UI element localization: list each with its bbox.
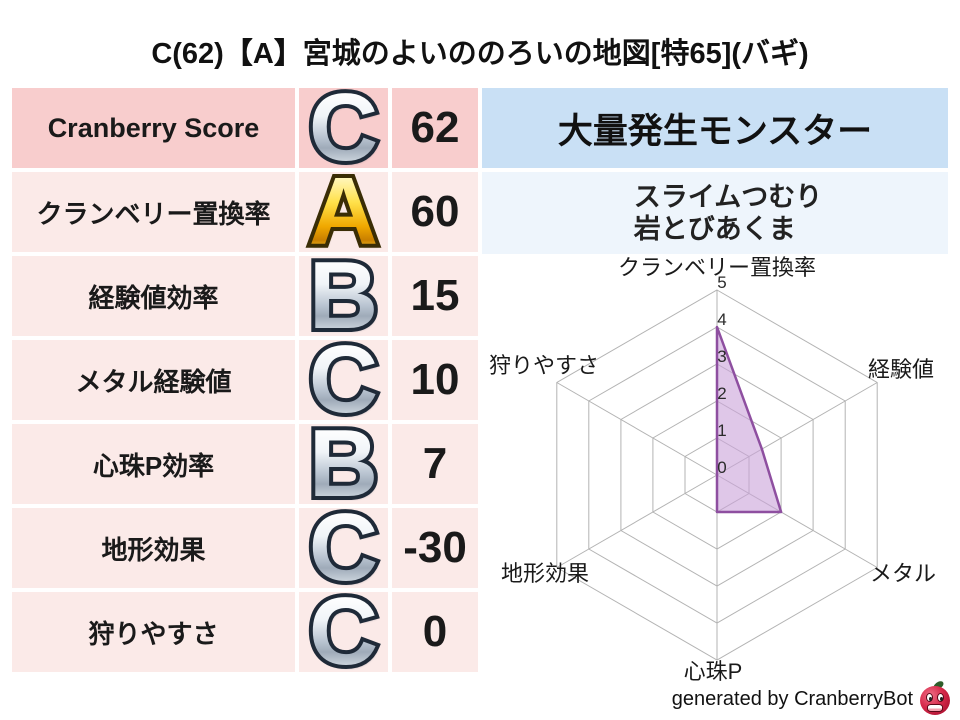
table-row: クランベリー置換率 AA 60 [12,158,478,265]
svg-text:地形効果: 地形効果 [501,561,589,586]
grade-letter-icon: BB [305,410,382,517]
monster-name: スライムつむり [633,182,823,212]
table-row: 狩りやすさ CC 0 [12,578,478,685]
page-title: C(62)【A】宮城のよいののろいの地図[特65](バギ) [151,38,809,70]
score-value: 62 [392,88,478,168]
svg-text:メタル: メタル [870,561,936,586]
table-row: 地形効果 CC -30 [12,494,478,601]
svg-text:クランベリー置換率: クランベリー置換率 [618,255,816,280]
score-value: 0 [392,592,478,672]
grade-badge: CC [299,326,388,433]
footer: generated by CranberryBot [671,680,952,716]
grade-badge: BB [299,242,388,349]
table-row: Cranberry Score CC 62 [12,74,478,181]
score-value: 60 [392,172,478,252]
monster-panel-header: 大量発生モンスター [482,88,948,168]
svg-text:心珠P: 心珠P [684,659,743,684]
svg-text:4: 4 [717,310,726,329]
score-table: Cranberry Score CC 62 クランベリー置換率 AA 60 経験… [12,74,478,685]
score-label: メタル経験値 [12,340,295,420]
score-label: 心珠P効率 [12,424,295,504]
svg-text:1: 1 [717,421,726,440]
score-value: 15 [392,256,478,336]
credit-text: generated by CranberryBot [671,688,913,710]
cranberry-bot-icon [919,680,952,716]
score-value: 10 [392,340,478,420]
grade-badge: BB [299,410,388,517]
score-label: クランベリー置換率 [12,172,295,252]
score-label: Cranberry Score [12,88,295,168]
grade-badge: AA [299,158,388,265]
grade-badge: CC [299,74,388,181]
score-label: 狩りやすさ [12,592,295,672]
grade-letter-icon: CC [305,494,382,601]
svg-text:5: 5 [717,273,726,292]
svg-text:2: 2 [717,384,726,403]
score-label: 地形効果 [12,508,295,588]
radar-chart: 0 1 2 3 4 5 クランベリー置換率経験値メタル心珠P 地形効果 狩りやすさ [480,255,960,700]
grade-letter-icon: CC [305,74,382,181]
score-value: -30 [392,508,478,588]
svg-text:狩りやすさ: 狩りやすさ [489,353,599,378]
table-row: 心珠P効率 BB 7 [12,410,478,517]
table-row: メタル経験値 CC 10 [12,326,478,433]
grade-letter-icon: AA [305,158,382,265]
score-label: 経験値効率 [12,256,295,336]
grade-letter-icon: CC [305,326,382,433]
score-value: 7 [392,424,478,504]
table-row: 経験値効率 BB 15 [12,242,478,349]
grade-badge: CC [299,494,388,601]
monster-name: 岩とびあくま [633,214,796,244]
grade-letter-icon: BB [305,242,382,349]
svg-text:0: 0 [717,458,726,477]
grade-badge: CC [299,578,388,685]
svg-text:経験値: 経験値 [868,357,934,382]
monster-list: スライムつむり 岩とびあくま [482,172,948,254]
grade-letter-icon: CC [305,578,382,685]
svg-text:3: 3 [717,347,726,366]
